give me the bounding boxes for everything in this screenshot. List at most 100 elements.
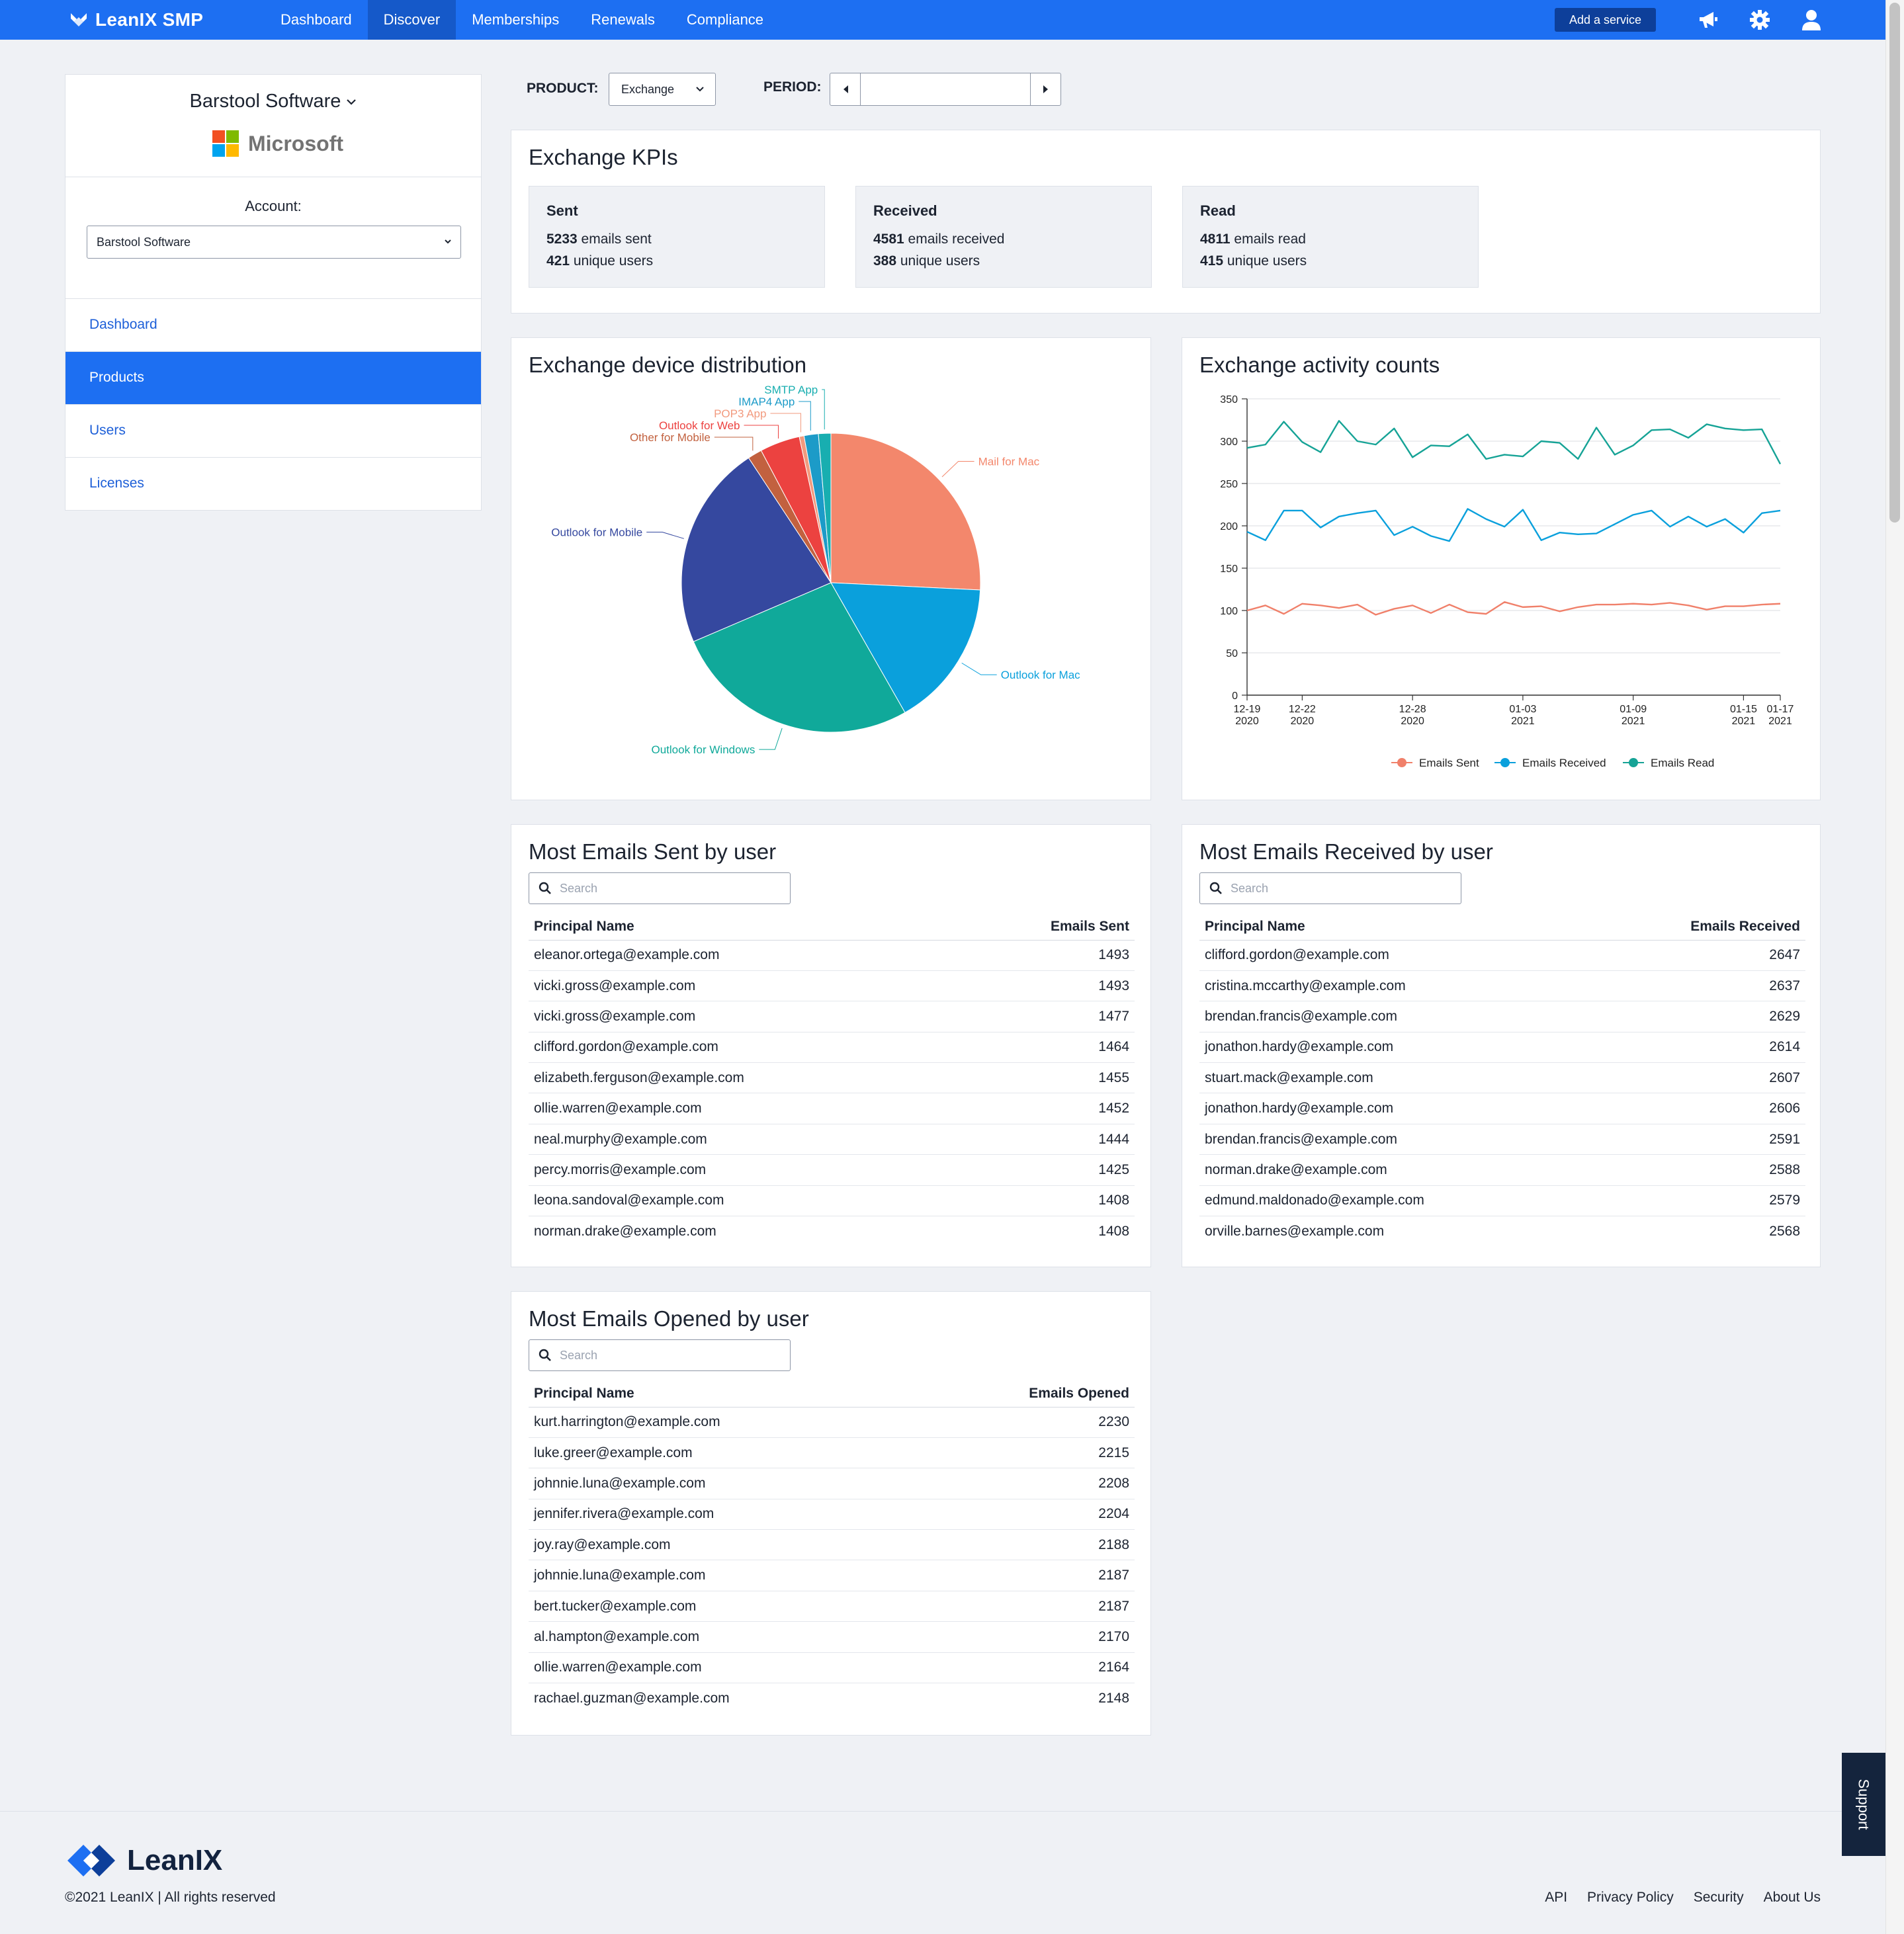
footer-link-security[interactable]: Security bbox=[1693, 1890, 1744, 1905]
megaphone-icon[interactable] bbox=[1695, 7, 1721, 33]
top-navbar: LeanIX SMP Dashboard Discover Membership… bbox=[0, 0, 1885, 40]
user-icon[interactable] bbox=[1798, 7, 1825, 33]
account-label: Account: bbox=[245, 198, 302, 214]
chevron-down-icon bbox=[445, 239, 451, 244]
nav-dashboard[interactable]: Dashboard bbox=[281, 11, 352, 28]
table-row: leona.sandoval@example.com 1408 bbox=[529, 1185, 1135, 1217]
table-row: norman.drake@example.com 1408 bbox=[529, 1216, 1135, 1247]
series-line[interactable] bbox=[1246, 420, 1782, 465]
sidebar-panel: Barstool Software Microsoft Account: Bar… bbox=[65, 74, 482, 511]
main-nav: Dashboard Discover Memberships Renewals … bbox=[265, 0, 779, 40]
period-prev-button[interactable] bbox=[830, 73, 861, 105]
emails-received-table: Principal Name Emails Received clifford.go… bbox=[1199, 913, 1805, 1247]
footer-link-privacy[interactable]: Privacy Policy bbox=[1587, 1890, 1674, 1905]
company-name: Barstool Software bbox=[189, 91, 341, 112]
sidebar-menu: Dashboard Products Users Licenses bbox=[65, 298, 481, 510]
legend-item[interactable]: Emails Sent bbox=[1391, 757, 1479, 769]
table-title: Most Emails Received by user bbox=[1199, 839, 1493, 864]
product-select-value: Exchange bbox=[621, 83, 675, 96]
legend-item[interactable]: Emails Read bbox=[1623, 757, 1714, 769]
count-cell: 2164 bbox=[922, 1652, 1135, 1684]
principal-name-cell: edmund.maldonado@example.com bbox=[1199, 1185, 1598, 1217]
kpi-card-sent: Sent 5233 emails sent 421 unique users bbox=[529, 186, 825, 288]
account-select[interactable]: Barstool Software bbox=[87, 226, 461, 259]
principal-name-cell: jennifer.rivera@example.com bbox=[529, 1499, 923, 1531]
footer-logo[interactable]: LeanIX bbox=[65, 1842, 222, 1879]
line-chart-title: Exchange activity counts bbox=[1199, 353, 1440, 377]
x-tick-label: 12-22 bbox=[1289, 704, 1316, 715]
principal-name-cell: ollie.warren@example.com bbox=[529, 1652, 923, 1684]
search-icon bbox=[539, 882, 551, 894]
nav-memberships[interactable]: Memberships bbox=[472, 11, 560, 28]
search-input[interactable] bbox=[558, 1345, 777, 1365]
add-service-button[interactable]: Add a service bbox=[1555, 8, 1657, 32]
activity-counts-card: Exchange activity counts 0 50 100 150 200 250… bbox=[1182, 337, 1821, 800]
table-row: brendan.francis@example.com 2629 bbox=[1199, 1001, 1805, 1032]
column-header-name[interactable]: Principal Name bbox=[529, 913, 961, 941]
sidebar-item-products[interactable]: Products bbox=[65, 351, 481, 404]
column-header-count[interactable]: Emails Sent bbox=[960, 913, 1135, 941]
sidebar-item-dashboard[interactable]: Dashboard bbox=[65, 298, 481, 351]
brand-logo[interactable]: LeanIX SMP bbox=[69, 7, 203, 33]
table-header-row: Principal Name Emails Opened bbox=[529, 1380, 1135, 1408]
company-switcher[interactable]: Barstool Software bbox=[65, 91, 481, 112]
product-select[interactable]: Exchange bbox=[609, 73, 716, 106]
count-cell: 2591 bbox=[1597, 1124, 1805, 1156]
chevron-down-icon bbox=[347, 99, 357, 105]
pie-label-leader bbox=[646, 532, 684, 539]
principal-name-cell: kurt.harrington@example.com bbox=[529, 1407, 923, 1438]
copyright-text: ©2021 LeanIX | All rights reserved bbox=[65, 1890, 276, 1905]
footer-link-about[interactable]: About Us bbox=[1763, 1890, 1821, 1905]
count-cell: 2606 bbox=[1597, 1093, 1805, 1124]
emails-sent-card: Most Emails Sent by user Principal NameE… bbox=[511, 824, 1151, 1267]
x-tick-label: 01-17 bbox=[1767, 704, 1794, 715]
count-cell: 1455 bbox=[960, 1062, 1135, 1094]
pie-slice[interactable] bbox=[818, 433, 832, 583]
line-chart: 05010015020025030035012-19202012-2220201… bbox=[1220, 394, 1794, 769]
legend-item[interactable]: Emails Received bbox=[1494, 757, 1606, 769]
footer-link-api[interactable]: API bbox=[1545, 1890, 1568, 1905]
search-icon bbox=[1209, 882, 1222, 894]
pie-slice[interactable] bbox=[681, 457, 832, 642]
search-input[interactable] bbox=[558, 878, 777, 898]
search-input[interactable] bbox=[1229, 878, 1448, 898]
table-row: clifford.gordon@example.com 1464 bbox=[529, 1032, 1135, 1064]
y-tick-label: 100 bbox=[1220, 606, 1238, 617]
table-row: al.hampton@example.com 2170 bbox=[529, 1621, 1135, 1653]
sidebar-item-licenses[interactable]: Licenses bbox=[65, 457, 481, 510]
pie-slice[interactable] bbox=[693, 582, 906, 733]
period-next-button[interactable] bbox=[1030, 73, 1060, 105]
table-row: luke.greer@example.com 2215 bbox=[529, 1437, 1135, 1469]
nav-compliance[interactable]: Compliance bbox=[686, 11, 764, 28]
sidebar-item-users[interactable]: Users bbox=[65, 404, 481, 457]
principal-name-cell: rachael.guzman@example.com bbox=[534, 1690, 730, 1706]
nav-renewals[interactable]: Renewals bbox=[591, 11, 655, 28]
table-row: norman.drake@example.com 2588 bbox=[1199, 1154, 1805, 1186]
count-cell: 2204 bbox=[922, 1499, 1135, 1531]
column-header-count[interactable]: Emails Opened bbox=[922, 1380, 1135, 1408]
column-header-count[interactable]: Emails Received bbox=[1597, 913, 1805, 941]
gear-icon[interactable] bbox=[1747, 7, 1773, 33]
column-header-name[interactable]: Principal Name bbox=[529, 1380, 923, 1408]
y-tick-label: 350 bbox=[1220, 394, 1238, 405]
support-tab[interactable]: Support bbox=[1842, 1753, 1885, 1856]
vendor-logo: Microsoft bbox=[212, 130, 343, 157]
nav-discover[interactable]: Discover bbox=[367, 0, 456, 40]
x-tick-label: 12-28 bbox=[1399, 704, 1426, 715]
pie-slice[interactable] bbox=[830, 582, 981, 714]
device-distribution-card: Exchange device distribution Mail for Ma… bbox=[511, 337, 1151, 800]
count-cell: 2170 bbox=[922, 1621, 1135, 1653]
series-line[interactable] bbox=[1246, 601, 1781, 616]
x-tick-label: 12-19 bbox=[1234, 704, 1261, 715]
y-tick-label: 0 bbox=[1232, 691, 1238, 702]
scrollbar-thumb[interactable] bbox=[1889, 3, 1900, 523]
table-row: orville.barnes@example.com 2568 bbox=[1199, 1216, 1805, 1247]
table-row: joy.ray@example.com 2188 bbox=[529, 1529, 1135, 1561]
series-line[interactable] bbox=[1246, 508, 1781, 542]
column-header-name[interactable]: Principal Name bbox=[1199, 913, 1598, 941]
principal-name-cell: clifford.gordon@example.com bbox=[1199, 940, 1598, 971]
pie-slice[interactable] bbox=[830, 433, 981, 591]
count-cell: 1444 bbox=[960, 1124, 1135, 1156]
pie-label-leader bbox=[759, 728, 783, 750]
count-cell: 2588 bbox=[1597, 1154, 1805, 1186]
